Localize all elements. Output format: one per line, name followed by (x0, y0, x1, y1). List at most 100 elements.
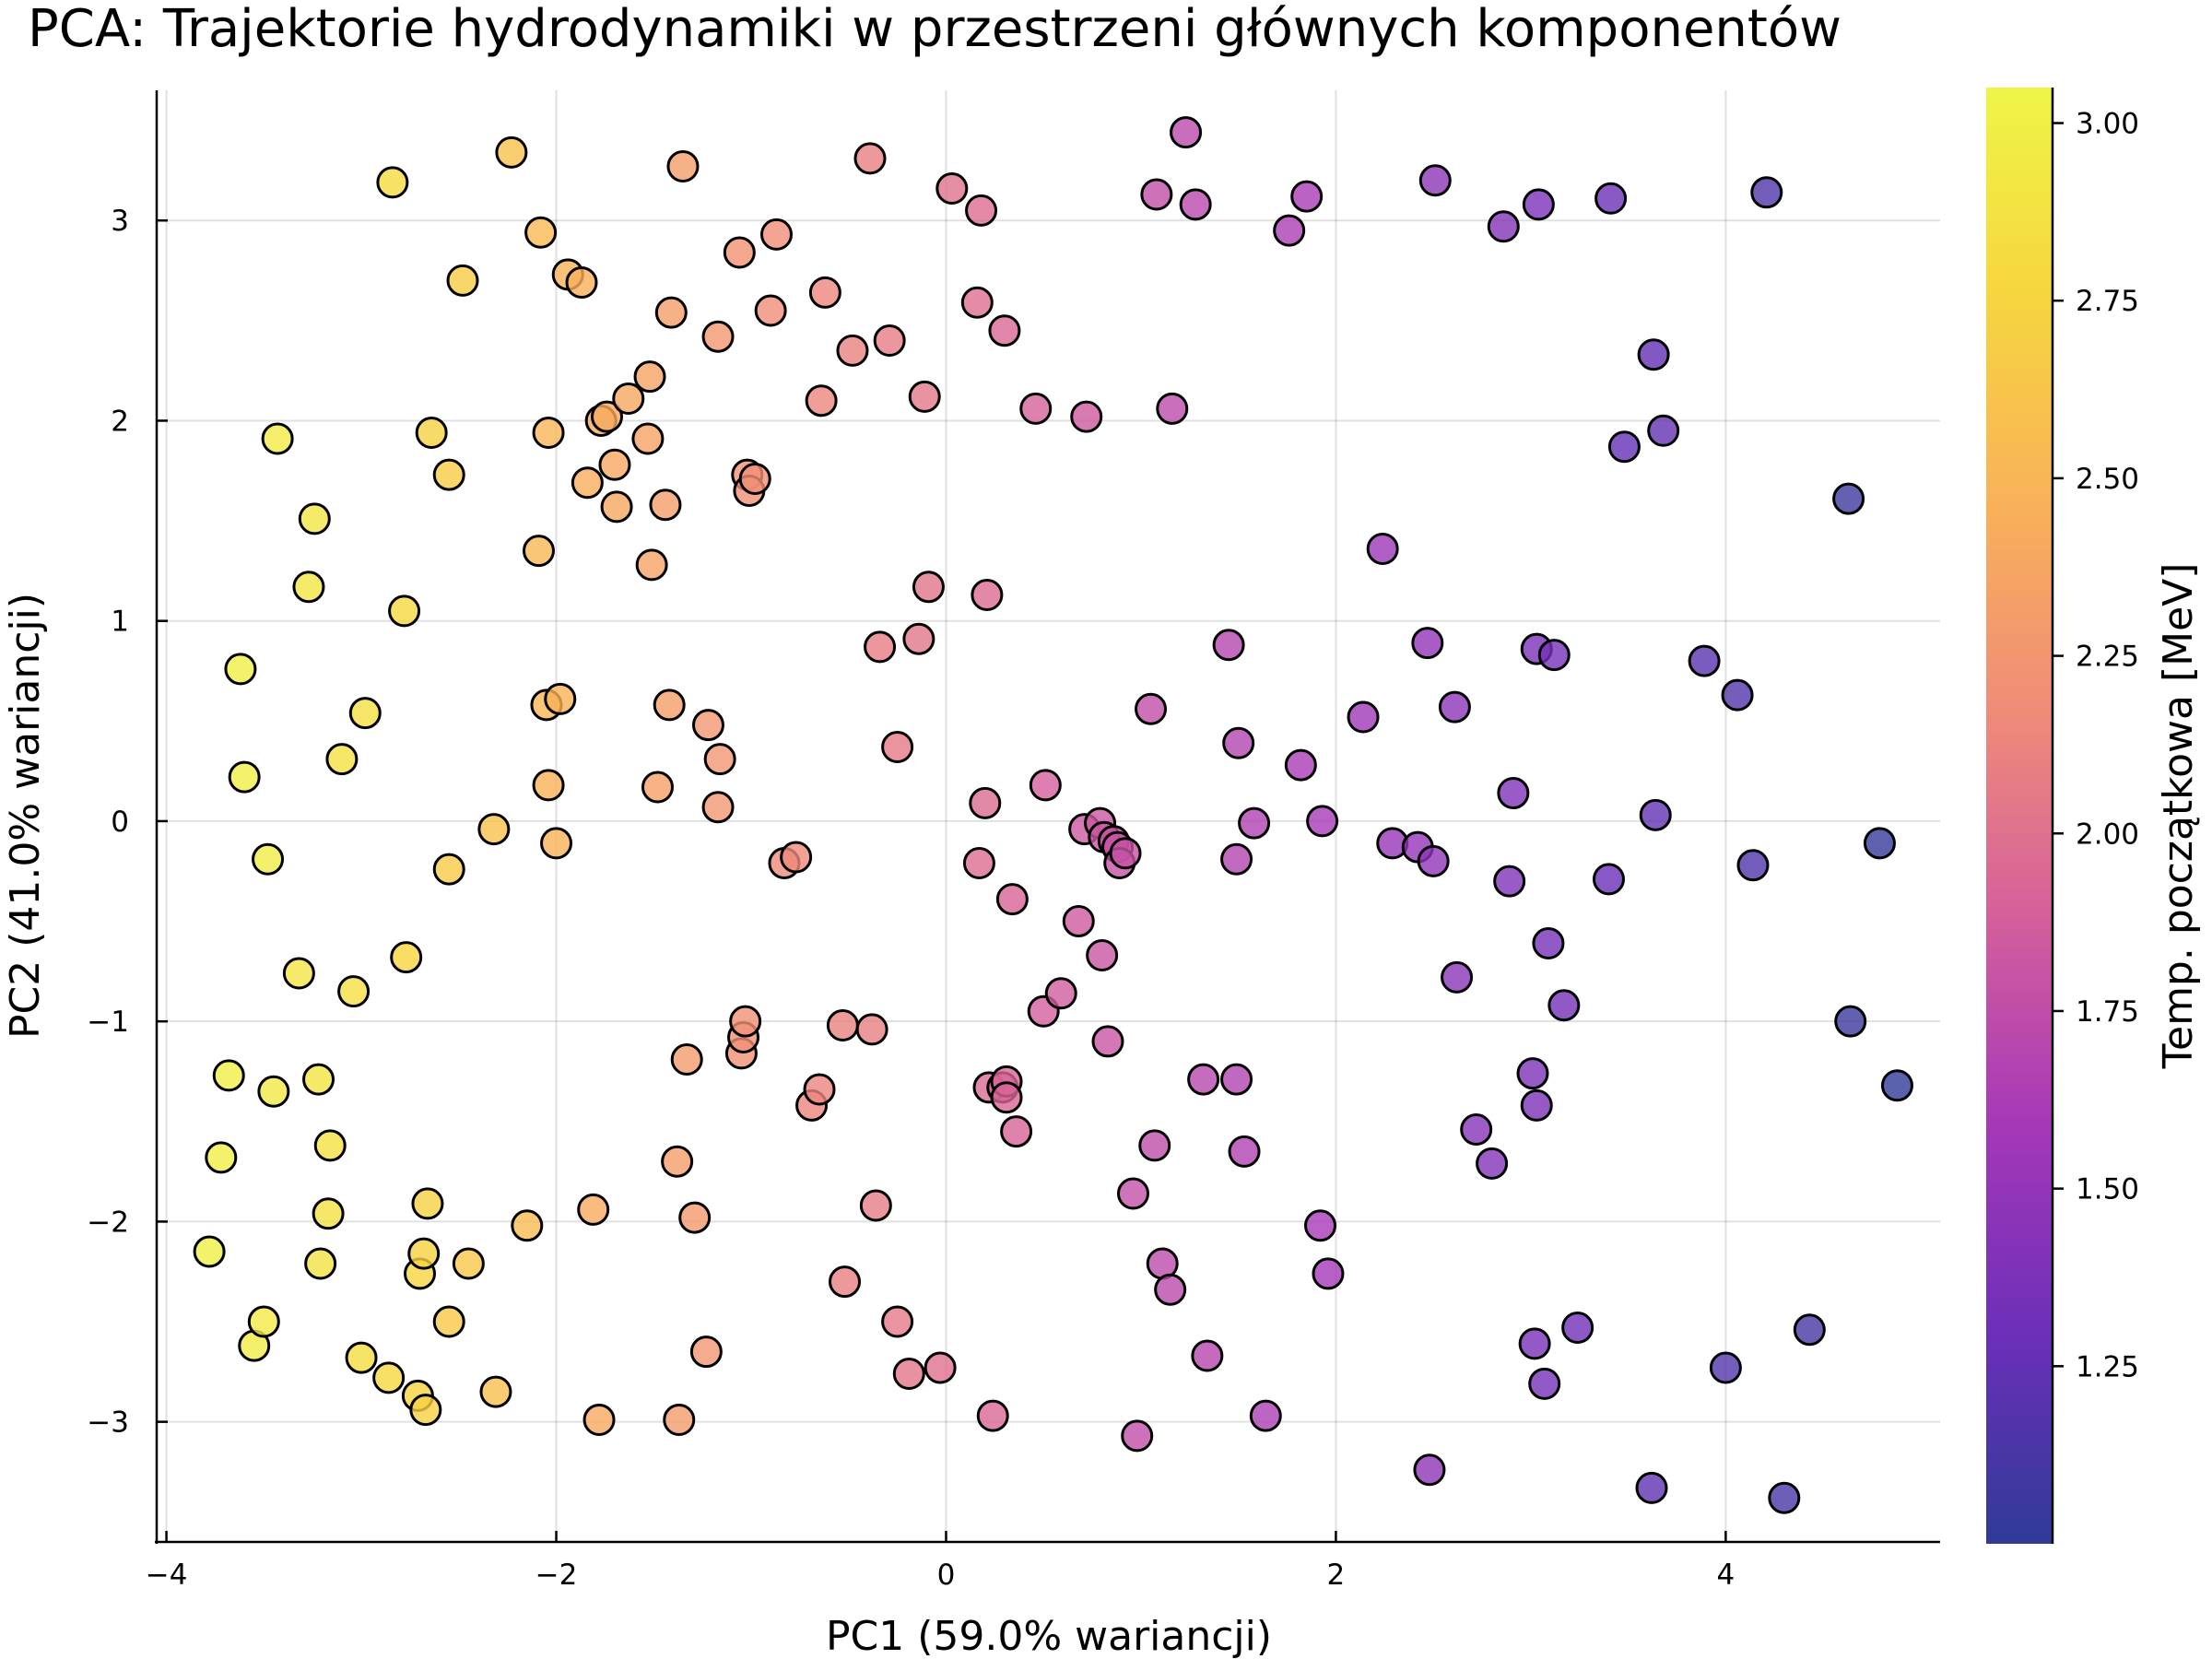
data-point (1487, 210, 1520, 243)
data-point (1688, 644, 1721, 677)
data-point (1418, 164, 1452, 197)
x-tick-label: −4 (146, 1559, 188, 1592)
data-point (881, 731, 914, 764)
data-point (325, 743, 359, 776)
data-point (477, 813, 511, 846)
data-point (1070, 400, 1103, 433)
data-point (345, 1341, 378, 1374)
data-point (612, 382, 645, 416)
data-point (495, 135, 528, 169)
data-point (892, 1358, 925, 1391)
data-point (598, 448, 631, 481)
data-point (691, 709, 724, 742)
data-point (1135, 692, 1168, 725)
data-point (723, 236, 756, 269)
data-point (666, 150, 700, 183)
y-tick-label: 3 (111, 205, 129, 238)
data-point (1441, 960, 1474, 994)
grid-lines (157, 90, 1940, 1542)
data-point (1306, 805, 1339, 838)
data-point (282, 957, 315, 990)
data-point (1138, 1129, 1171, 1162)
x-tick-label: −2 (535, 1559, 578, 1592)
data-point (1347, 700, 1380, 734)
data-point (205, 1141, 238, 1174)
colorbar-tick-label: 3.00 (2076, 108, 2139, 141)
data-point (689, 1335, 723, 1369)
data-point (1044, 977, 1077, 1010)
data-point (759, 218, 793, 251)
data-point (990, 1081, 1023, 1114)
data-point (1179, 188, 1212, 221)
data-point (661, 1145, 694, 1178)
data-point (571, 466, 604, 500)
data-point (257, 1075, 290, 1108)
data-point (577, 1193, 610, 1226)
data-point (1497, 777, 1530, 810)
data-point (971, 578, 1004, 611)
data-point (432, 853, 465, 886)
data-point (1518, 1327, 1551, 1360)
data-point (1140, 178, 1173, 211)
data-point (292, 571, 325, 604)
data-point (1413, 1453, 1446, 1487)
data-point (935, 171, 969, 205)
data-point (388, 594, 421, 628)
y-tick-label: −2 (87, 1206, 129, 1239)
data-point (511, 1209, 544, 1242)
data-point (653, 688, 686, 722)
data-point (1170, 116, 1203, 149)
data-point (754, 294, 787, 327)
data-point (1537, 639, 1571, 672)
data-point (1637, 338, 1670, 371)
axes (155, 90, 1940, 1544)
y-tick-label: 2 (111, 405, 129, 438)
data-point (446, 264, 479, 297)
colorbar-tick-label: 2.50 (2076, 463, 2139, 496)
data-point (247, 1305, 280, 1338)
data-point (1863, 827, 1896, 860)
y-tick-label: −3 (87, 1406, 129, 1440)
data-point (1721, 678, 1754, 712)
data-point (228, 760, 261, 794)
data-point (1793, 1313, 1826, 1347)
data-point (1736, 849, 1770, 882)
x-tick-label: 4 (1717, 1559, 1735, 1592)
colorbar-tick-label: 1.75 (2076, 995, 2139, 1029)
x-tick-label: 0 (937, 1559, 956, 1592)
y-tick-label: −1 (87, 1006, 129, 1039)
data-point (407, 1237, 441, 1270)
data-point (582, 1403, 616, 1436)
data-point (1635, 1471, 1668, 1504)
y-axis-label: PC2 (41.0% wariancji) (2, 593, 49, 1039)
data-point (635, 548, 668, 582)
data-point (1639, 798, 1672, 831)
data-point (649, 488, 682, 522)
data-point (591, 400, 624, 433)
y-tick-label: 0 (111, 806, 129, 839)
data-point (864, 630, 897, 664)
data-point (633, 360, 666, 394)
data-point (376, 166, 409, 199)
data-point (1220, 842, 1253, 876)
chart-title: PCA: Trajektorie hydrodynamiki w przestr… (28, 0, 1841, 59)
data-point (1532, 926, 1565, 959)
data-point (532, 769, 565, 802)
data-point (663, 1403, 696, 1436)
data-point (224, 653, 257, 686)
data-point (780, 841, 813, 874)
data-point (969, 786, 1002, 819)
data-point (960, 286, 994, 319)
data-point (522, 535, 555, 568)
data-point (337, 975, 371, 1008)
data-point (1228, 1135, 1261, 1168)
data-point (678, 1201, 712, 1234)
colorbar-tick-label: 2.75 (2076, 285, 2139, 318)
colorbar-ticks: 1.25 1.50 1.75 2.00 2.25 2.50 2.75 3.00 (2053, 108, 2139, 1383)
data-point (1238, 806, 1271, 840)
data-point (836, 334, 869, 367)
data-point (853, 142, 887, 175)
data-point (1516, 1057, 1549, 1090)
data-point (908, 380, 941, 413)
data-point (1834, 1005, 1867, 1038)
